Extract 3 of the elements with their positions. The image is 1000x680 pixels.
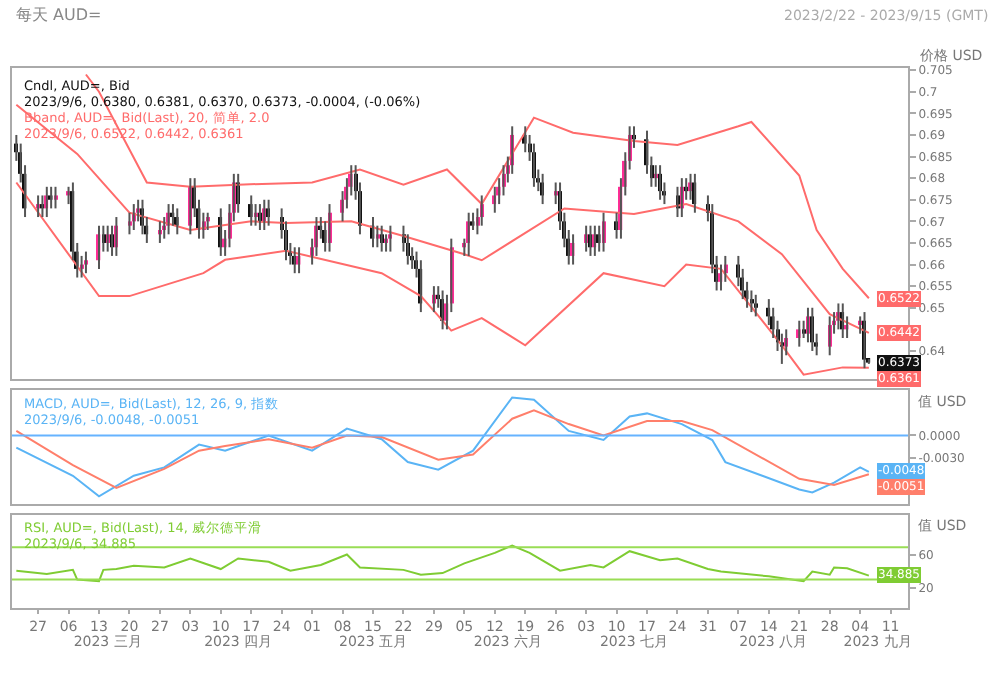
line-series <box>15 181 870 376</box>
line-series <box>15 409 870 489</box>
chart-title: 每天 AUD= <box>16 6 102 24</box>
